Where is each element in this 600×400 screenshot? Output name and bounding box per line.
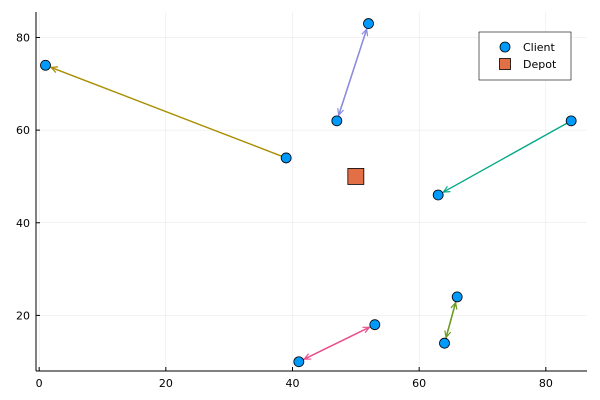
client-marker [451, 291, 463, 303]
y-tick-label: 20 [16, 309, 30, 322]
client-marker [280, 152, 292, 164]
client-marker [331, 115, 343, 127]
route-arrow [443, 301, 458, 344]
legend-marker [499, 58, 511, 70]
client-marker [432, 189, 444, 201]
x-tick-label: 40 [286, 377, 300, 390]
client-marker [439, 337, 450, 349]
route-arrow [442, 120, 572, 193]
client-marker [565, 115, 577, 127]
y-tick-label: 60 [16, 124, 30, 137]
client-marker [363, 18, 374, 29]
x-tick-label: 20 [159, 377, 173, 390]
legend-box [478, 31, 572, 81]
x-tick-label: 60 [412, 377, 426, 390]
depot-marker [347, 168, 365, 185]
axes: 0 20 40 60 80 20 40 60 80 [16, 12, 587, 390]
route-arrows [49, 23, 572, 363]
route-arrow [298, 326, 371, 363]
legend-marker [499, 41, 511, 53]
legend-entry-label: Depot [523, 58, 557, 71]
y-tick-label: 80 [16, 31, 30, 44]
x-tick-label: 0 [36, 377, 43, 390]
y-tick-label: 40 [16, 217, 30, 230]
x-tick-label: 80 [539, 377, 553, 390]
client-marker [369, 319, 381, 331]
legend: Client Depot [478, 31, 572, 81]
client-marker [40, 59, 51, 71]
legend-entry-label: Client [523, 41, 556, 54]
route-arrow [336, 27, 369, 122]
route-arrow [49, 66, 287, 159]
data-points [40, 18, 577, 368]
client-marker [293, 356, 305, 368]
